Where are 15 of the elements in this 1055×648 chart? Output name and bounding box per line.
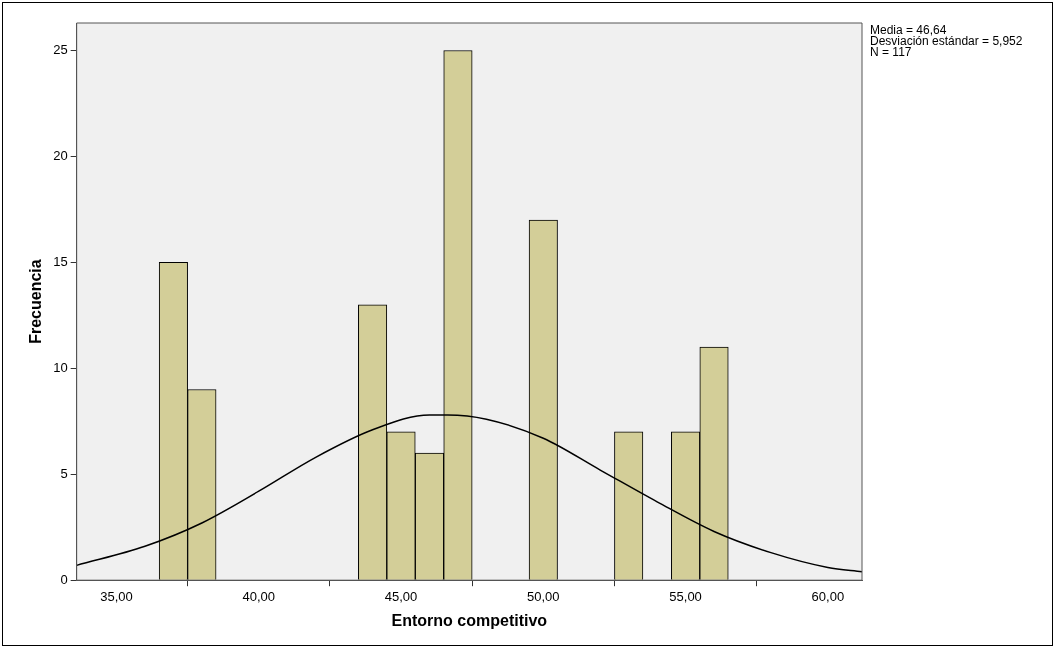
x-tick-label: 35,00 [100, 588, 133, 604]
y-axis-title: Frecuencia [27, 259, 45, 344]
y-tick-label: 0 [60, 571, 68, 587]
y-tick-label: 15 [53, 253, 68, 269]
y-tick-label: 5 [60, 465, 68, 481]
y-tick-label: 25 [53, 42, 68, 58]
x-tick-label: 55,00 [669, 588, 702, 604]
x-tick-label: 40,00 [242, 588, 276, 604]
text: N = 117 [870, 45, 912, 60]
x-tick-label: 60,00 [811, 588, 845, 604]
x-tick-label: 45,00 [384, 588, 418, 604]
y-tick-label: 10 [53, 359, 68, 375]
y-tick-label: 20 [53, 148, 68, 164]
x-tick-label: 50,00 [527, 588, 560, 604]
x-axis-title: Entorno competitivo [391, 611, 548, 629]
